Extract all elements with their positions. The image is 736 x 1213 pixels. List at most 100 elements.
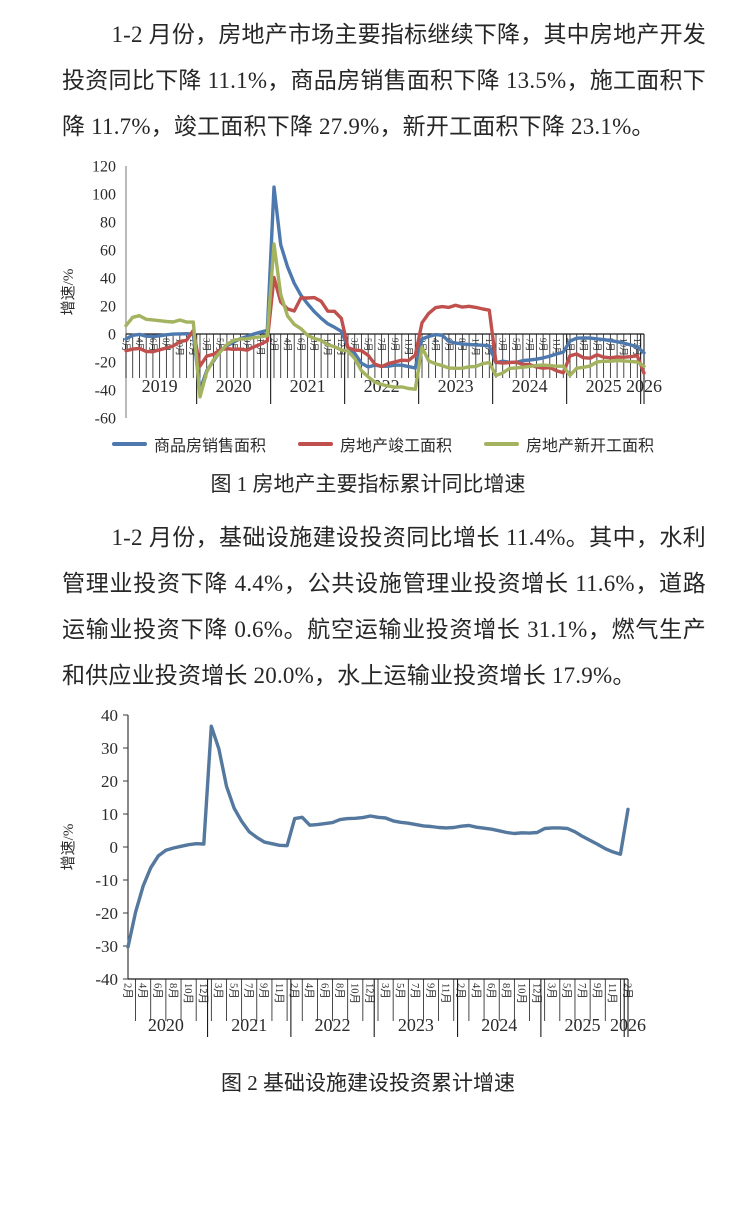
axis-label: 6月 <box>296 338 306 352</box>
axis-label: 8月 <box>605 338 615 352</box>
axis-label: 10月 <box>349 983 361 1004</box>
paragraph-real-estate: 1-2 月份，房地产市场主要指标继续下降，其中房地产开发投资同比下降 11.1%… <box>62 22 706 139</box>
axis-label: 3月 <box>546 983 558 999</box>
axis-label: 4月 <box>282 338 292 352</box>
axis-label: -60 <box>95 411 116 428</box>
axis-label: 40 <box>100 271 116 288</box>
legend-item-0: 商品房销售面积 <box>112 432 266 456</box>
axis-label: 12月 <box>364 983 376 1004</box>
axis-label: 6月 <box>444 338 454 352</box>
axis-label: 9月 <box>390 338 400 352</box>
figure2-caption: 图 2 基础设施建设投资累计增速 <box>221 1071 515 1095</box>
axis-label: 20 <box>101 772 118 791</box>
axis-label: 2024 <box>512 376 548 396</box>
axis-label: 8月 <box>309 338 319 352</box>
axis-label: 12月 <box>336 338 346 356</box>
axis-label: 9月 <box>242 338 252 352</box>
axis-label: 3月 <box>202 338 212 352</box>
axis-label: 增速/% <box>60 269 77 316</box>
axis-label: 9月 <box>538 338 548 352</box>
axis-label: 10月 <box>323 338 333 356</box>
chart1-legend: 商品房销售面积 房地产竣工面积 房地产新开工面积 <box>112 432 736 456</box>
axis-label: 12月 <box>530 983 542 1004</box>
axis-label: 8月 <box>500 983 512 999</box>
axis-label: 3月 <box>350 338 360 352</box>
axis-label: 4月 <box>578 338 588 352</box>
axis-label: 10月 <box>619 338 629 356</box>
axis-label: 2021 <box>231 1015 267 1035</box>
axis-label: 3月 <box>212 983 224 999</box>
axis-label: 2022 <box>315 1015 351 1035</box>
series-line-0 <box>126 724 630 949</box>
axis-label: 4月 <box>470 983 482 999</box>
axis-label: 7月 <box>409 983 421 999</box>
axis-label: 2月 <box>121 338 131 352</box>
axis-label: 2月 <box>621 983 633 999</box>
figure1: 120 100 80 60 40 20 0 -20 -40 -60 增速/% 2月 4月 6月 8月 10月 1… <box>0 156 736 499</box>
axis-label: 6月 <box>152 983 164 999</box>
axis-label: 6月 <box>485 983 497 999</box>
axis-label: 6月 <box>592 338 602 352</box>
axis-label: 2026 <box>626 376 662 396</box>
axis-label: -40 <box>95 383 116 400</box>
axis-label: 2月 <box>565 338 575 352</box>
legend-label-1: 房地产竣工面积 <box>340 438 453 455</box>
axis-label: 7月 <box>576 983 588 999</box>
axis-label: 0 <box>108 327 116 344</box>
axis-label: 40 <box>101 706 118 725</box>
axis-label: 4月 <box>134 338 144 352</box>
legend-label-0: 商品房销售面积 <box>154 438 267 455</box>
axis-label: 11月 <box>403 338 413 356</box>
axis-label: 7月 <box>243 983 255 999</box>
axis-label: 30 <box>101 739 118 758</box>
paragraph-infrastructure: 1-2 月份，基础设施建设投资同比增长 11.4%。其中，水利管理业投资下降 4… <box>62 525 706 688</box>
legend-label-2: 房地产新开工面积 <box>526 438 655 455</box>
axis-label: 11月 <box>440 983 452 1004</box>
series-line-2 <box>124 242 646 399</box>
axis-label: 2020 <box>148 1015 184 1035</box>
axis-label: 2025 <box>565 1015 601 1035</box>
axis-label: 2月 <box>121 983 133 999</box>
figure1-caption: 图 1 房地产主要指标累计同比增速 <box>210 472 526 496</box>
axis-label: 2020 <box>216 376 252 396</box>
axis-label: 9月 <box>258 983 270 999</box>
axis-label: 7月 <box>524 338 534 352</box>
axis-label: 6月 <box>318 983 330 999</box>
axis-label: 4月 <box>136 983 148 999</box>
legend-swatch-0 <box>112 442 147 446</box>
axis-label: 7月 <box>376 338 386 352</box>
axis-label: 6月 <box>148 338 158 352</box>
axis-label: 11月 <box>551 338 561 356</box>
axis-label: 5月 <box>561 983 573 999</box>
axis-label: 10月 <box>175 338 185 356</box>
axis-label: -30 <box>95 937 118 956</box>
axis-label: 80 <box>100 215 116 232</box>
axis-label: 8月 <box>167 983 179 999</box>
axis-label: 2026 <box>610 1015 646 1035</box>
axis-label: -40 <box>95 970 118 989</box>
axis-label: 增速/% <box>60 824 77 871</box>
legend-item-2: 房地产新开工面积 <box>484 432 654 456</box>
axis-label: 11月 <box>273 983 285 1004</box>
axis-label: 3月 <box>498 338 508 352</box>
document-page: { "paragraphs": { "p1": "1-2 月份，房地产市场主要指… <box>0 12 736 1213</box>
series-line-1 <box>124 275 646 375</box>
axis-label: 60 <box>100 243 116 260</box>
axis-label: 5月 <box>363 338 373 352</box>
axis-label: 2月 <box>455 983 467 999</box>
axis-label: 10 <box>101 805 118 824</box>
axis-label: 2019 <box>142 376 178 396</box>
axis-label: 12月 <box>188 338 198 356</box>
axis-label: -20 <box>95 355 116 372</box>
axis-label: 10月 <box>182 983 194 1004</box>
axis-label: -10 <box>95 871 118 890</box>
axis-label: 2023 <box>438 376 474 396</box>
axis-label: 0 <box>110 838 119 857</box>
legend-item-1: 房地产竣工面积 <box>298 432 452 456</box>
axis-label: 10月 <box>471 338 481 356</box>
axis-label: 8月 <box>161 338 171 352</box>
axis-label: 11月 <box>606 983 618 1004</box>
axis-label: 8月 <box>333 983 345 999</box>
